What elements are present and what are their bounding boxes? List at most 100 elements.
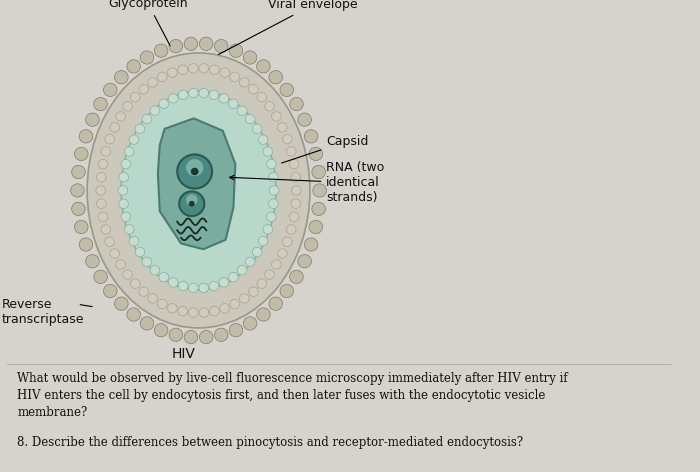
Circle shape — [122, 270, 132, 279]
Circle shape — [265, 270, 274, 279]
Circle shape — [191, 168, 199, 175]
Circle shape — [258, 135, 268, 144]
Circle shape — [154, 44, 168, 57]
Circle shape — [209, 65, 219, 75]
Circle shape — [169, 278, 178, 287]
Text: Capsid: Capsid — [281, 135, 369, 163]
Circle shape — [289, 212, 299, 221]
Circle shape — [304, 130, 318, 143]
Circle shape — [229, 44, 243, 57]
Circle shape — [71, 202, 85, 216]
Circle shape — [130, 279, 140, 288]
Circle shape — [71, 165, 85, 179]
Circle shape — [283, 135, 292, 144]
Text: What would be observed by live-cell fluorescence microscopy immediately after HI: What would be observed by live-cell fluo… — [18, 371, 568, 419]
Circle shape — [272, 112, 281, 121]
Circle shape — [148, 78, 158, 87]
Circle shape — [97, 172, 106, 182]
Circle shape — [96, 185, 106, 195]
Circle shape — [188, 88, 198, 98]
Circle shape — [229, 324, 243, 337]
Circle shape — [199, 64, 209, 73]
Circle shape — [298, 113, 312, 126]
Circle shape — [186, 194, 197, 206]
Circle shape — [283, 237, 292, 246]
Circle shape — [186, 159, 204, 176]
Circle shape — [309, 220, 323, 234]
Circle shape — [199, 88, 209, 98]
Circle shape — [230, 72, 239, 82]
Circle shape — [167, 68, 177, 77]
Circle shape — [257, 308, 270, 321]
Circle shape — [258, 236, 268, 246]
Circle shape — [290, 270, 303, 284]
Circle shape — [189, 201, 195, 207]
Circle shape — [257, 60, 270, 73]
Circle shape — [71, 184, 84, 197]
Circle shape — [219, 278, 229, 287]
Circle shape — [199, 283, 209, 293]
Text: 8. Describe the differences between pinocytosis and receptor-mediated endocytosi: 8. Describe the differences between pino… — [18, 436, 524, 449]
Circle shape — [269, 71, 283, 84]
Circle shape — [239, 78, 249, 87]
Circle shape — [150, 106, 160, 116]
Circle shape — [277, 249, 287, 258]
Circle shape — [122, 101, 132, 111]
Circle shape — [85, 113, 99, 126]
Circle shape — [304, 238, 318, 251]
Text: Viral envelope: Viral envelope — [218, 0, 358, 55]
Circle shape — [98, 160, 108, 169]
Circle shape — [199, 308, 209, 317]
Circle shape — [267, 160, 276, 169]
Circle shape — [150, 265, 160, 275]
Circle shape — [130, 93, 140, 102]
Circle shape — [119, 199, 129, 209]
Circle shape — [209, 306, 219, 316]
Circle shape — [313, 184, 326, 197]
Circle shape — [79, 238, 93, 251]
Text: RNA (two
identical
strands): RNA (two identical strands) — [230, 161, 384, 204]
Circle shape — [252, 124, 262, 134]
Circle shape — [245, 114, 255, 124]
Circle shape — [289, 160, 299, 169]
Circle shape — [237, 106, 247, 116]
Circle shape — [237, 265, 247, 275]
Circle shape — [272, 260, 281, 269]
Circle shape — [179, 191, 204, 216]
Circle shape — [119, 172, 129, 182]
Circle shape — [298, 254, 312, 268]
Circle shape — [127, 308, 141, 321]
Circle shape — [286, 147, 296, 156]
Ellipse shape — [121, 91, 276, 290]
Circle shape — [290, 97, 303, 111]
Text: HIV: HIV — [172, 347, 196, 361]
Circle shape — [74, 147, 88, 160]
Circle shape — [177, 154, 212, 188]
Circle shape — [248, 84, 258, 94]
Circle shape — [118, 185, 128, 195]
Circle shape — [79, 130, 93, 143]
Circle shape — [199, 330, 213, 344]
Circle shape — [169, 94, 178, 103]
Circle shape — [94, 97, 107, 111]
Ellipse shape — [88, 53, 310, 328]
Circle shape — [309, 147, 323, 160]
Circle shape — [178, 90, 188, 100]
Circle shape — [105, 237, 115, 246]
Circle shape — [97, 199, 106, 209]
Circle shape — [125, 225, 134, 234]
Circle shape — [135, 124, 145, 134]
Circle shape — [219, 94, 229, 103]
Circle shape — [115, 71, 128, 84]
Circle shape — [188, 308, 198, 317]
Circle shape — [142, 257, 152, 267]
Circle shape — [248, 287, 258, 296]
Circle shape — [184, 330, 197, 344]
Circle shape — [199, 37, 213, 51]
Circle shape — [184, 37, 197, 51]
Circle shape — [252, 247, 262, 257]
Circle shape — [286, 225, 296, 234]
Circle shape — [158, 299, 167, 309]
Circle shape — [127, 60, 141, 73]
Circle shape — [105, 135, 115, 144]
